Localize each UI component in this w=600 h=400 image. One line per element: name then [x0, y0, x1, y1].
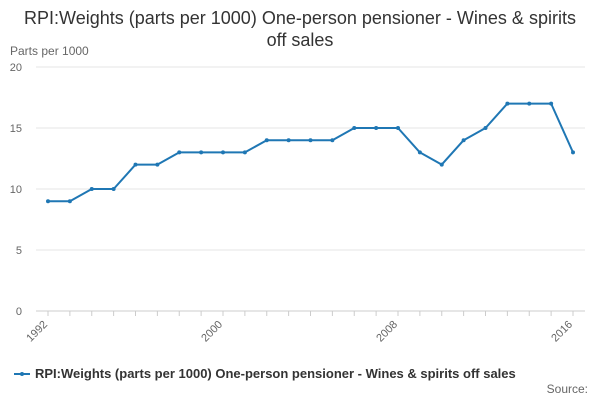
y-tick-label: 20	[10, 62, 22, 74]
data-point	[242, 150, 247, 155]
data-point	[505, 101, 510, 106]
data-point	[527, 101, 532, 106]
chart-title-text: RPI:Weights (parts per 1000) One-person …	[24, 8, 576, 50]
x-tick-label: 2016	[549, 319, 575, 345]
grid-lines	[36, 66, 585, 312]
axes: 0 5 10 15 20 1992 2000 2008 2016	[10, 62, 575, 344]
data-point	[461, 138, 466, 143]
y-axis-title: Parts per 1000	[10, 44, 89, 58]
data-point	[396, 126, 400, 130]
data-point	[133, 162, 138, 167]
data-point	[417, 150, 422, 155]
series-layer	[46, 101, 575, 204]
data-point	[89, 187, 94, 191]
data-point	[352, 126, 357, 130]
data-point	[46, 199, 50, 204]
data-point	[111, 187, 116, 191]
data-point	[549, 101, 554, 106]
data-point	[286, 138, 291, 143]
x-tick-label: 2000	[199, 319, 225, 345]
data-point	[221, 150, 225, 155]
data-point	[330, 138, 335, 143]
data-point	[374, 126, 379, 130]
legend-label: RPI:Weights (parts per 1000) One-person …	[35, 366, 516, 381]
legend-swatch-icon	[14, 369, 30, 379]
chart-title: RPI:Weights (parts per 1000) One-person …	[0, 7, 600, 51]
data-point	[308, 138, 313, 143]
y-tick-label: 15	[10, 123, 22, 135]
data-point	[155, 162, 160, 167]
data-point	[483, 126, 488, 130]
x-tick-label: 2008	[374, 319, 400, 345]
data-point	[67, 199, 72, 204]
x-tick-label: 1992	[24, 319, 50, 345]
data-point	[439, 162, 444, 167]
data-point	[199, 150, 204, 155]
legend[interactable]: RPI:Weights (parts per 1000) One-person …	[14, 366, 516, 381]
data-point	[264, 138, 269, 143]
data-point	[571, 150, 575, 155]
y-tick-label: 0	[16, 306, 22, 318]
y-tick-label: 5	[16, 245, 22, 257]
data-point	[177, 150, 182, 155]
series-line	[48, 102, 574, 203]
y-tick-label: 10	[10, 184, 22, 196]
source-label: Source:	[546, 382, 588, 396]
